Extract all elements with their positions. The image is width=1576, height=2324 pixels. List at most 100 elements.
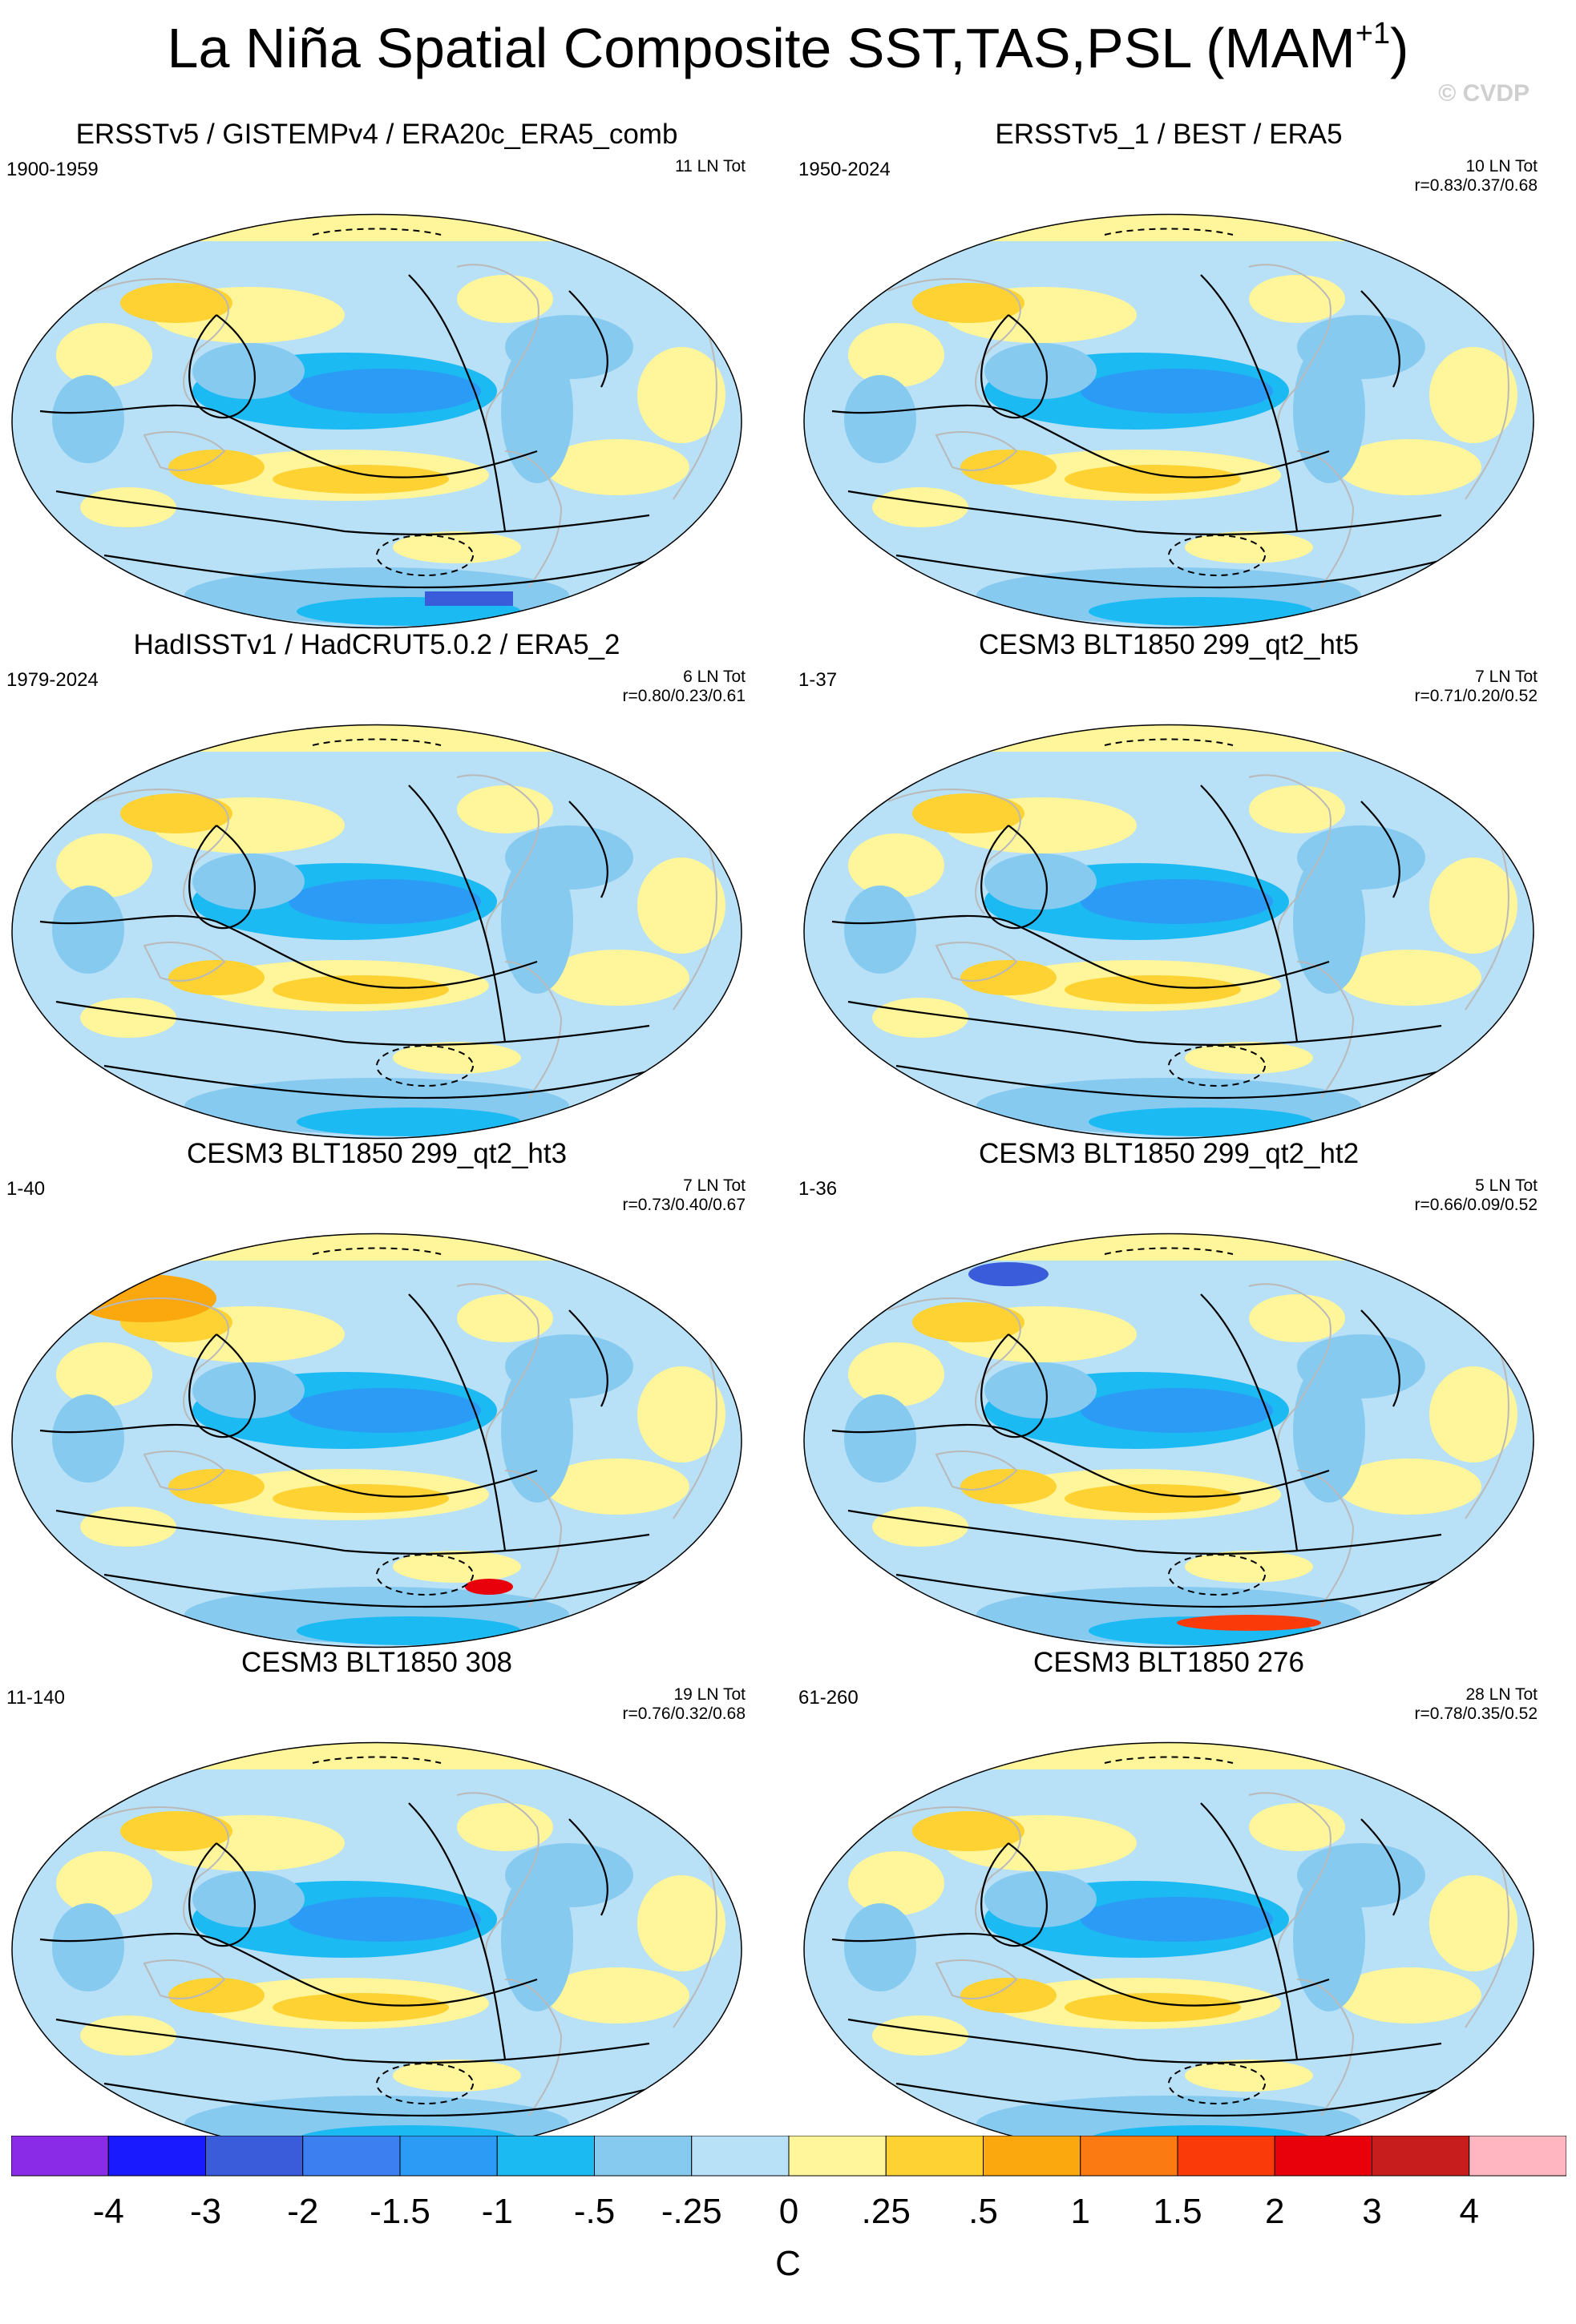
- anomaly-region: [56, 1342, 152, 1406]
- colorbar: [11, 2136, 1566, 2177]
- panel-title: CESM3 BLT1850 276: [1033, 1647, 1304, 1678]
- anomaly-region: [393, 1042, 521, 1074]
- panel-title: CESM3 BLT1850 308: [241, 1647, 512, 1678]
- negative-contour: [1168, 2063, 1266, 2104]
- colorbar-tick-label: -4: [92, 2192, 124, 2231]
- anomaly-region: [545, 439, 689, 495]
- panel-stats: 11 LN Tot: [675, 157, 746, 176]
- anomaly-region: [1249, 1294, 1345, 1342]
- anomaly-region: [912, 283, 1024, 323]
- anomaly-region: [273, 465, 449, 494]
- anomaly-region: [872, 487, 968, 527]
- anomaly-region: [1081, 1897, 1273, 1942]
- panel-correlation: r=0.78/0.35/0.52: [1414, 1705, 1538, 1724]
- negative-contour: [376, 535, 474, 576]
- colorbar-tick-label: 1.5: [1153, 2192, 1202, 2231]
- anomaly-region: [273, 1484, 449, 1513]
- panel-event-count: 7 LN Tot: [1475, 668, 1538, 686]
- anomaly-region: [52, 1394, 124, 1483]
- map-panel: CESM3 BLT1850 276 61-260 28 LN Tot r=0.78/0…: [792, 1647, 1546, 2160]
- coastline: [887, 278, 1021, 404]
- anomaly-region: [984, 343, 1097, 399]
- colorbar-tick-label: -2: [287, 2192, 319, 2231]
- anomaly-region: [1089, 1108, 1313, 1136]
- map-panel: ERSSTv5 / GISTEMPv4 / ERA20c_ERA5_comb 19…: [0, 119, 754, 631]
- panel-event-count: 10 LN Tot: [1465, 157, 1538, 176]
- robinson-map: [11, 213, 742, 629]
- colorbar-unit: C: [775, 2244, 801, 2283]
- anomaly-region: [52, 1903, 124, 1991]
- panel-years: 1-36: [798, 1178, 838, 1200]
- map-panel: CESM3 BLT1850 299_qt2_ht3 1-40 7 LN Tot r=0…: [0, 1138, 754, 1651]
- anomaly-region: [545, 1967, 689, 2023]
- negative-contour: [312, 228, 442, 236]
- panel-correlation: r=0.71/0.20/0.52: [1414, 687, 1538, 706]
- anomaly-region: [1185, 1551, 1313, 1583]
- coastline: [1248, 774, 1332, 946]
- arctic-band: [12, 1742, 742, 1769]
- anomaly-region: [297, 1108, 521, 1136]
- anomaly-region: [1297, 315, 1425, 379]
- negative-contour: [1104, 1247, 1234, 1255]
- pressure-contour: [831, 1423, 1330, 1498]
- anomaly-region: [505, 1334, 633, 1398]
- pressure-contour: [188, 1333, 256, 1438]
- colorbar-bin: [11, 2136, 109, 2177]
- colorbar-bin: [399, 2136, 498, 2177]
- pressure-contour: [1360, 1818, 1400, 1916]
- anomaly-region: [168, 1978, 265, 2013]
- anomaly-region: [1297, 825, 1425, 890]
- colorbar-tick-label: 0: [778, 2192, 799, 2231]
- anomaly-region: [1065, 1484, 1241, 1513]
- cvdp-watermark: © CVDP: [1438, 80, 1530, 107]
- anomaly-region: [872, 998, 968, 1038]
- anomaly-region: [465, 1579, 513, 1595]
- panel-event-count: 7 LN Tot: [683, 1176, 746, 1195]
- colorbar-bin: [107, 2136, 206, 2177]
- anomaly-region: [1081, 1388, 1273, 1433]
- anomaly-region: [1337, 950, 1481, 1006]
- coastline: [143, 1959, 226, 1999]
- pressure-contour: [847, 1000, 1442, 1047]
- pressure-contour: [980, 825, 1048, 930]
- colorbar-bin: [1469, 2136, 1566, 2177]
- pressure-contour: [895, 2074, 1490, 2117]
- panel-stats: 28 LN Tot r=0.78/0.35/0.52: [1414, 1685, 1538, 1724]
- anomaly-region: [637, 1366, 725, 1463]
- map-frame: [803, 1233, 1534, 1648]
- panel-stats: 5 LN Tot r=0.66/0.09/0.52: [1414, 1176, 1538, 1215]
- anomaly-region: [457, 1294, 553, 1342]
- pressure-contour: [39, 404, 538, 478]
- negative-contour: [1168, 1554, 1266, 1596]
- anomaly-region: [1297, 1334, 1425, 1398]
- anomaly-region: [393, 2060, 521, 2092]
- coastline: [935, 1959, 1018, 1999]
- panel-stats: 7 LN Tot r=0.71/0.20/0.52: [1414, 668, 1538, 706]
- anomaly-region: [1429, 1366, 1517, 1463]
- pressure-contour: [1200, 785, 1299, 1043]
- pressure-contour: [408, 785, 507, 1043]
- pressure-contour: [568, 801, 608, 898]
- negative-contour: [1104, 228, 1234, 236]
- anomaly-region: [1185, 2060, 1313, 2092]
- pressure-contour: [1360, 290, 1400, 388]
- panel-stats: 19 LN Tot r=0.76/0.32/0.68: [622, 1685, 746, 1724]
- anomaly-region: [1337, 439, 1481, 495]
- anomaly-region: [168, 960, 265, 995]
- panel-title: ERSSTv5 / GISTEMPv4 / ERA20c_ERA5_comb: [75, 119, 678, 150]
- anomaly-region: [273, 975, 449, 1004]
- anomaly-region: [1249, 1803, 1345, 1851]
- anomaly-region: [872, 1507, 968, 1547]
- panel-event-count: 6 LN Tot: [683, 668, 746, 686]
- anomaly-region: [1081, 879, 1273, 924]
- anomaly-region: [984, 1871, 1097, 1927]
- coastline: [95, 1297, 229, 1423]
- anomaly-region: [637, 347, 725, 443]
- anomaly-region: [168, 1469, 265, 1504]
- coastline: [935, 1450, 1018, 1491]
- arctic-band: [804, 214, 1534, 241]
- negative-contour: [312, 738, 442, 746]
- anomaly-region: [505, 825, 633, 890]
- anomaly-region: [297, 1616, 521, 1645]
- panel-stats: 10 LN Tot r=0.83/0.37/0.68: [1414, 157, 1538, 196]
